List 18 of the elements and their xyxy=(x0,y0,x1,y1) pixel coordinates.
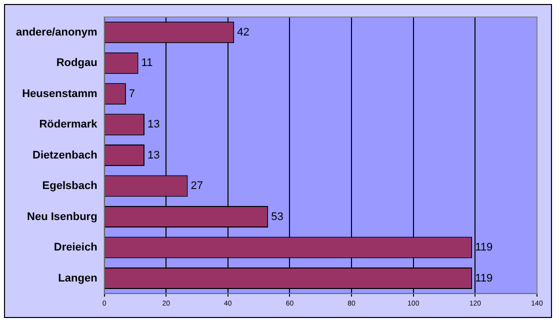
y-tick-label: Dietzenbach xyxy=(32,149,98,162)
data-label: 119 xyxy=(475,242,493,254)
y-tick-label: Dreieich xyxy=(54,242,98,254)
data-label: 11 xyxy=(141,57,153,70)
data-label: 27 xyxy=(190,180,203,192)
y-tick-label: Langen xyxy=(58,272,98,284)
data-label: 13 xyxy=(147,149,160,162)
y-tick-label: Rödermark xyxy=(39,118,98,131)
data-label: 13 xyxy=(147,118,160,131)
y-tick-label: Rodgau xyxy=(56,57,98,70)
y-tick-label: andere/anonym xyxy=(16,26,98,38)
y-tick-label: Egelsbach xyxy=(42,180,98,192)
y-tick-label: Heusenstamm xyxy=(22,88,98,100)
data-label: 53 xyxy=(271,210,284,223)
data-label: 119 xyxy=(475,272,493,284)
data-label: 7 xyxy=(128,88,136,100)
data-label: 42 xyxy=(237,26,250,38)
y-tick-label: Neu Isenburg xyxy=(27,210,98,223)
